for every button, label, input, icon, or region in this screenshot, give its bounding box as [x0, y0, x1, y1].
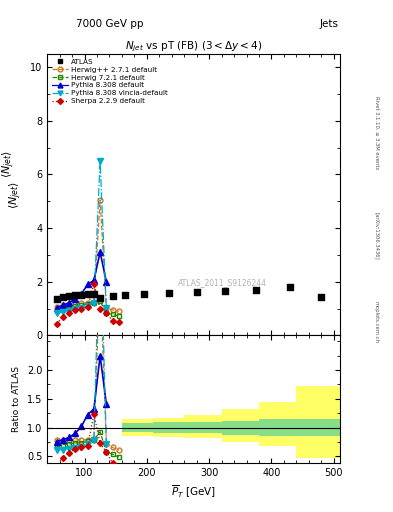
- Herwig 7.2.1 default: [104, 310, 109, 316]
- ATLAS: [66, 292, 72, 300]
- Herwig++ 2.7.1 default: [104, 305, 109, 311]
- Herwig++ 2.7.1 default: [66, 302, 71, 308]
- Herwig++ 2.7.1 default: [73, 301, 77, 307]
- Title: $N_{jet}$ vs pT (FB) ($3 < \Delta y < 4$): $N_{jet}$ vs pT (FB) ($3 < \Delta y < 4$…: [125, 39, 262, 54]
- X-axis label: $\overline{P}_T$ [GeV]: $\overline{P}_T$ [GeV]: [171, 484, 216, 500]
- Line: Sherpa 2.2.9 default: Sherpa 2.2.9 default: [54, 282, 121, 326]
- Text: mcplots.cern.ch: mcplots.cern.ch: [374, 302, 379, 344]
- Pythia 8.308 default: [61, 302, 65, 308]
- Herwig 7.2.1 default: [92, 300, 96, 306]
- Pythia 8.308 default: [73, 296, 77, 302]
- Sherpa 2.2.9 default: [79, 306, 84, 312]
- Sherpa 2.2.9 default: [85, 304, 90, 310]
- Sherpa 2.2.9 default: [61, 314, 65, 320]
- Line: Pythia 8.308 default: Pythia 8.308 default: [54, 249, 109, 311]
- Sherpa 2.2.9 default: [110, 317, 115, 324]
- ATLAS: [78, 290, 84, 298]
- Herwig++ 2.7.1 default: [110, 307, 115, 313]
- Line: Herwig 7.2.1 default: Herwig 7.2.1 default: [54, 298, 121, 318]
- Text: Jets: Jets: [320, 19, 339, 29]
- Legend: ATLAS, Herwig++ 2.7.1 default, Herwig 7.2.1 default, Pythia 8.308 default, Pythi: ATLAS, Herwig++ 2.7.1 default, Herwig 7.…: [51, 57, 169, 105]
- Line: Herwig++ 2.7.1 default: Herwig++ 2.7.1 default: [54, 198, 121, 314]
- Pythia 8.308 vincia-default: [73, 306, 77, 312]
- ATLAS: [222, 287, 228, 295]
- Pythia 8.308 default: [79, 291, 84, 297]
- Pythia 8.308 vincia-default: [98, 158, 103, 164]
- Herwig++ 2.7.1 default: [85, 300, 90, 306]
- Pythia 8.308 default: [85, 281, 90, 287]
- Sherpa 2.2.9 default: [98, 306, 103, 312]
- Herwig 7.2.1 default: [73, 303, 77, 309]
- Pythia 8.308 vincia-default: [66, 308, 71, 314]
- ATLAS: [287, 283, 293, 291]
- ATLAS: [91, 290, 97, 298]
- ATLAS: [60, 293, 66, 302]
- Pythia 8.308 vincia-default: [92, 300, 96, 306]
- Text: [arXiv:1306.3436]: [arXiv:1306.3436]: [374, 211, 379, 260]
- Text: ATLAS_2011_S9126244: ATLAS_2011_S9126244: [178, 278, 267, 287]
- Text: 7000 GeV pp: 7000 GeV pp: [76, 19, 144, 29]
- Herwig 7.2.1 default: [98, 298, 103, 304]
- Herwig++ 2.7.1 default: [92, 299, 96, 305]
- Herwig 7.2.1 default: [54, 308, 59, 314]
- Y-axis label: $\langle N_{jet}\rangle$: $\langle N_{jet}\rangle$: [8, 180, 24, 209]
- Y-axis label: Ratio to ATLAS: Ratio to ATLAS: [12, 367, 21, 432]
- Sherpa 2.2.9 default: [54, 321, 59, 327]
- Text: $\langle N_{jet}\rangle$: $\langle N_{jet}\rangle$: [0, 150, 17, 178]
- Herwig 7.2.1 default: [79, 302, 84, 308]
- Pythia 8.308 vincia-default: [54, 310, 59, 316]
- Pythia 8.308 default: [92, 278, 96, 284]
- Herwig 7.2.1 default: [66, 304, 71, 310]
- Pythia 8.308 default: [104, 279, 109, 285]
- Herwig 7.2.1 default: [110, 311, 115, 317]
- Herwig 7.2.1 default: [61, 306, 65, 312]
- ATLAS: [165, 289, 172, 297]
- Text: Rivet 3.1.10, ≥ 3.3M events: Rivet 3.1.10, ≥ 3.3M events: [374, 96, 379, 170]
- Herwig++ 2.7.1 default: [79, 300, 84, 306]
- ATLAS: [122, 291, 128, 299]
- ATLAS: [53, 295, 60, 303]
- ATLAS: [97, 294, 103, 303]
- Sherpa 2.2.9 default: [116, 319, 121, 326]
- Pythia 8.308 vincia-default: [79, 305, 84, 311]
- Pythia 8.308 default: [66, 300, 71, 306]
- Herwig++ 2.7.1 default: [61, 302, 65, 308]
- Pythia 8.308 vincia-default: [104, 305, 109, 311]
- ATLAS: [109, 292, 116, 301]
- Sherpa 2.2.9 default: [104, 310, 109, 316]
- Pythia 8.308 default: [54, 305, 59, 311]
- Sherpa 2.2.9 default: [73, 307, 77, 313]
- Herwig++ 2.7.1 default: [116, 308, 121, 314]
- ATLAS: [253, 286, 259, 294]
- Herwig++ 2.7.1 default: [54, 304, 59, 310]
- ATLAS: [72, 291, 78, 299]
- Pythia 8.308 vincia-default: [85, 303, 90, 309]
- Sherpa 2.2.9 default: [66, 310, 71, 316]
- Pythia 8.308 vincia-default: [61, 309, 65, 315]
- ATLAS: [84, 290, 91, 298]
- Herwig 7.2.1 default: [85, 301, 90, 307]
- Line: Pythia 8.308 vincia-default: Pythia 8.308 vincia-default: [54, 158, 109, 316]
- Sherpa 2.2.9 default: [92, 281, 96, 287]
- Herwig++ 2.7.1 default: [98, 197, 103, 203]
- ATLAS: [193, 288, 200, 296]
- Herwig 7.2.1 default: [116, 313, 121, 319]
- Pythia 8.308 default: [98, 249, 103, 255]
- ATLAS: [141, 290, 147, 298]
- ATLAS: [318, 293, 324, 302]
